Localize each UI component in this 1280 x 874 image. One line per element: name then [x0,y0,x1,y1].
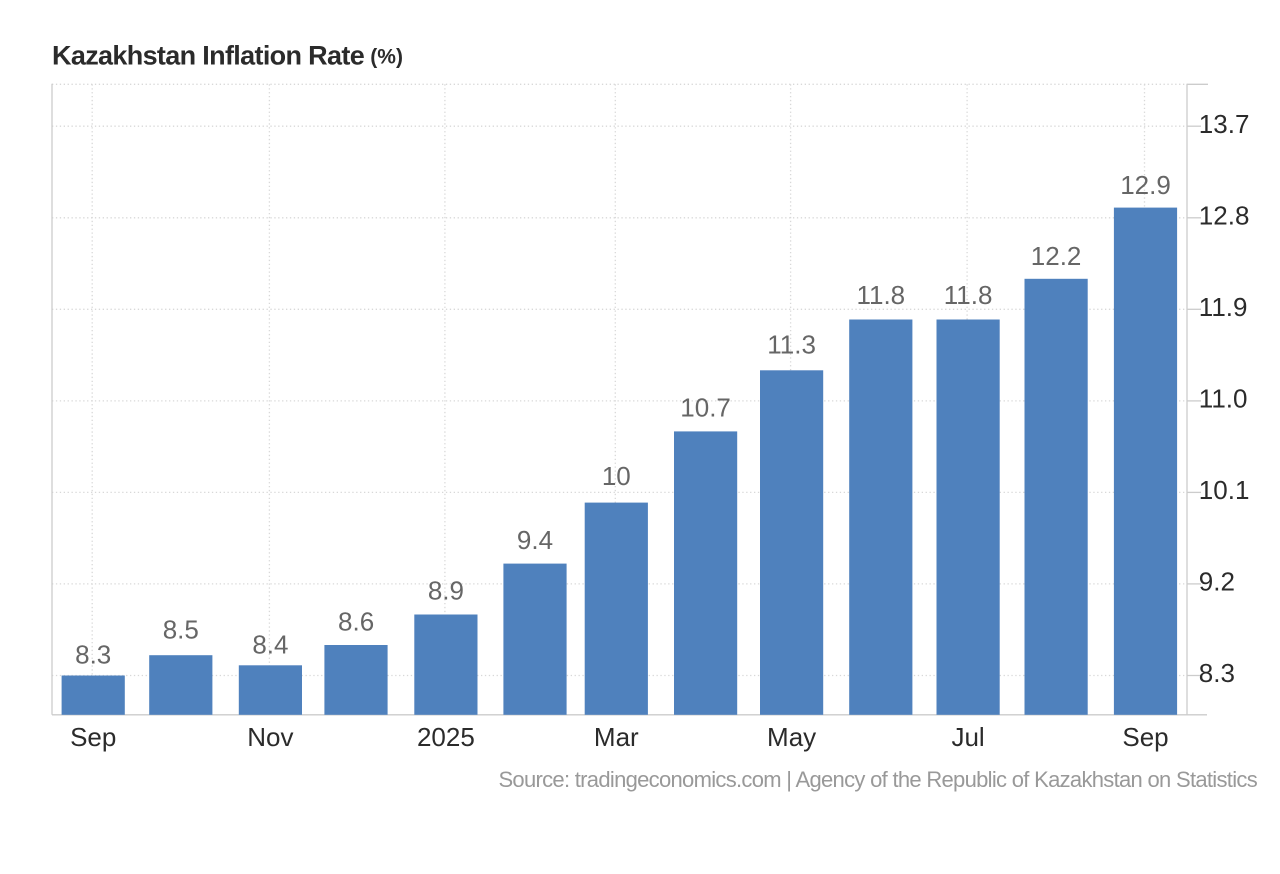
svg-text:Source: tradingeconomics.com |: Source: tradingeconomics.com | Agency of… [498,767,1257,792]
svg-text:Sep: Sep [70,722,116,752]
svg-text:2025: 2025 [417,722,475,752]
svg-text:11.9: 11.9 [1199,292,1248,322]
svg-text:Nov: Nov [247,722,293,752]
svg-text:9.2: 9.2 [1199,567,1235,597]
svg-text:10.7: 10.7 [680,393,731,423]
svg-text:Sep: Sep [1122,722,1168,752]
svg-text:12.9: 12.9 [1120,170,1171,200]
svg-text:12.2: 12.2 [1031,241,1082,271]
svg-text:8.3: 8.3 [1199,658,1235,688]
svg-text:10: 10 [602,461,631,491]
svg-text:11.8: 11.8 [856,280,905,310]
svg-text:May: May [767,722,816,752]
svg-text:8.9: 8.9 [428,576,464,606]
svg-text:9.4: 9.4 [517,525,553,555]
svg-text:13.7: 13.7 [1199,109,1250,139]
svg-text:Kazakhstan Inflation Rate: Kazakhstan Inflation Rate [52,41,365,71]
svg-text:11.8: 11.8 [944,280,993,310]
svg-text:8.3: 8.3 [75,639,111,669]
svg-text:(%): (%) [370,46,403,69]
svg-text:8.6: 8.6 [338,607,374,637]
svg-text:10.1: 10.1 [1199,475,1250,505]
svg-text:11.3: 11.3 [767,329,816,359]
svg-text:8.4: 8.4 [252,629,288,659]
svg-text:11.0: 11.0 [1199,384,1248,414]
svg-text:Jul: Jul [951,722,984,752]
svg-text:Mar: Mar [594,722,639,752]
svg-text:12.8: 12.8 [1199,200,1250,230]
svg-text:8.5: 8.5 [163,615,199,645]
